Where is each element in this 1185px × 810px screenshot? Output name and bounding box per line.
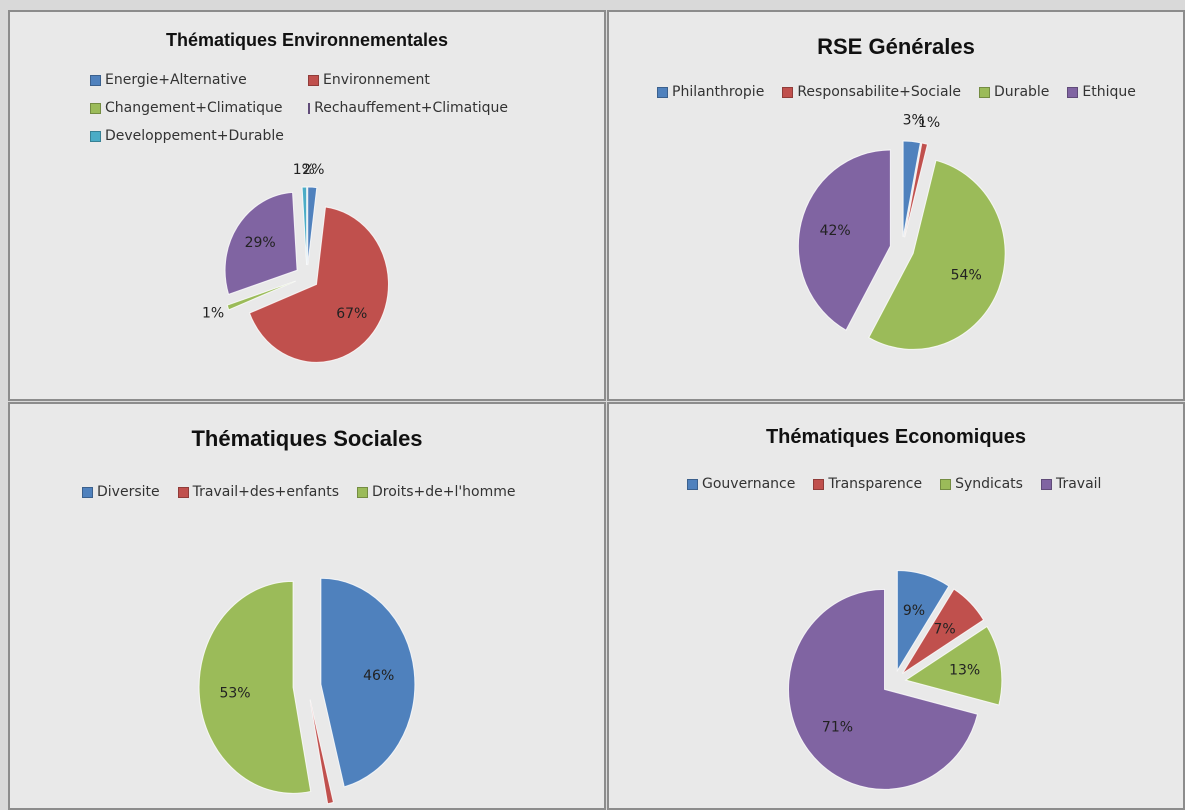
legend-item: Gouvernance xyxy=(687,476,795,492)
legend-label: Transparence xyxy=(828,476,923,492)
legend-swatch xyxy=(90,102,101,114)
data-label: 54% xyxy=(951,267,982,283)
data-label: 13% xyxy=(949,662,980,678)
legend-label: Rechauffement+Climatique xyxy=(314,100,508,116)
pie-slice xyxy=(904,625,1003,706)
legend-swatch xyxy=(357,486,369,498)
legend: Gouvernance Transparence Syndicats Travail xyxy=(687,476,1101,492)
legend-label: Responsabilite+Sociale xyxy=(797,84,962,100)
pie-slice xyxy=(868,159,1006,350)
legend: Philanthropie Responsabilite+Sociale Durab… xyxy=(657,84,1136,100)
pie-slice xyxy=(788,588,979,790)
pie-slice xyxy=(320,577,416,788)
data-label: 1% xyxy=(918,115,940,131)
data-label: 9% xyxy=(903,603,925,619)
legend-item: Travail xyxy=(1040,476,1102,492)
legend-swatch xyxy=(90,130,101,142)
pie-slice xyxy=(224,191,298,296)
data-label: 3% xyxy=(903,112,925,128)
chart-panel: Thématiques Economiques Gouvernance Transp… xyxy=(607,402,1185,810)
chart-title: Thématiques Economiques xyxy=(765,426,1027,448)
legend-label: Environnement xyxy=(323,72,430,88)
legend-swatch xyxy=(782,86,794,98)
legend-swatch xyxy=(82,486,93,498)
legend-item: Rechauffement+Climatique xyxy=(308,100,508,116)
data-label: 1% xyxy=(202,305,224,321)
legend-label: Gouvernance xyxy=(702,476,796,492)
legend-item: Transparence xyxy=(813,476,922,492)
pie-slice xyxy=(226,280,296,311)
pie-slice xyxy=(198,580,312,794)
pie-slice xyxy=(309,699,335,805)
chart-panel: Thématiques Sociales Diversite Travail+des… xyxy=(8,402,606,810)
legend-item: Ethique xyxy=(1067,84,1136,100)
legend: Diversite Travail+des+enfants Droits+de+l'… xyxy=(82,484,516,500)
legend-swatch xyxy=(1067,86,1079,98)
legend-swatch xyxy=(308,102,311,114)
pie-chart: 46%1%53% xyxy=(198,577,416,805)
legend-item: Syndicats xyxy=(940,476,1023,492)
data-label: 67% xyxy=(336,306,367,322)
pie-slice xyxy=(902,140,921,238)
data-label: 29% xyxy=(245,235,276,251)
pie-slice xyxy=(301,186,308,266)
legend-item: Environnement xyxy=(308,72,508,88)
legend-item: Philanthropie xyxy=(657,84,764,100)
pie-chart: 9% 7% 13% 71% xyxy=(788,569,1003,790)
chart-panel: RSE Générales Philanthropie Responsabilite… xyxy=(607,10,1185,401)
legend-item: Changement+Climatique xyxy=(90,100,290,116)
legend-swatch xyxy=(177,486,189,498)
chart-title: Thématiques Sociales xyxy=(191,426,423,451)
legend-item: Durable xyxy=(979,84,1049,100)
legend-label: Travail+des+enfants xyxy=(192,484,340,500)
legend-swatch xyxy=(687,478,698,490)
legend-label: Changement+Climatique xyxy=(105,100,283,116)
legend: Energie+Alternative Environnement Changeme… xyxy=(90,72,508,144)
legend-label: Energie+Alternative xyxy=(105,72,247,88)
legend-swatch xyxy=(813,478,825,490)
pie-slice xyxy=(307,186,318,266)
legend-item: Responsabilite+Sociale xyxy=(782,84,961,100)
legend-label: Developpement+Durable xyxy=(105,128,284,144)
pie-slice xyxy=(797,149,891,331)
legend-swatch xyxy=(979,86,991,98)
chart-title: Thématiques Environnementales xyxy=(165,30,449,50)
legend-swatch xyxy=(308,74,319,86)
legend-label: Diversite xyxy=(97,484,160,500)
chart-title: RSE Générales xyxy=(817,34,975,59)
legend-item: Travail+des+enfants xyxy=(177,484,340,500)
pie-slice xyxy=(902,588,985,674)
chart-panel: Thématiques Environnementales Energie+Alt… xyxy=(8,10,606,401)
data-label: 7% xyxy=(933,622,955,638)
legend-label: Travail xyxy=(1055,476,1102,492)
data-label: 42% xyxy=(820,223,851,239)
legend-item: Diversite xyxy=(82,484,160,500)
legend-swatch xyxy=(940,478,952,490)
pie-slice xyxy=(248,206,389,363)
legend-label: Durable xyxy=(994,84,1050,100)
legend-swatch xyxy=(657,86,668,98)
data-label: 2% xyxy=(302,162,324,178)
data-label: 1% xyxy=(293,162,315,178)
pie-slice xyxy=(904,142,929,238)
pie-chart: 2% 67% 1% 29% 1% xyxy=(202,162,389,363)
legend-swatch xyxy=(1040,478,1052,490)
pie-chart: 3%1% 54% 42% xyxy=(797,112,1006,350)
legend-item: Droits+de+l'homme xyxy=(357,484,516,500)
legend-item: Energie+Alternative xyxy=(90,72,290,88)
legend-label: Philanthropie xyxy=(672,84,765,100)
legend-label: Syndicats xyxy=(955,476,1023,492)
legend-label: Droits+de+l'homme xyxy=(372,484,516,500)
data-label: 46% xyxy=(363,668,394,684)
legend-item: Developpement+Durable xyxy=(90,128,290,144)
pie-slice xyxy=(896,569,950,673)
legend-swatch xyxy=(90,74,101,86)
legend-label: Ethique xyxy=(1082,84,1136,100)
data-label: 53% xyxy=(219,686,250,702)
data-label: 71% xyxy=(822,719,853,735)
